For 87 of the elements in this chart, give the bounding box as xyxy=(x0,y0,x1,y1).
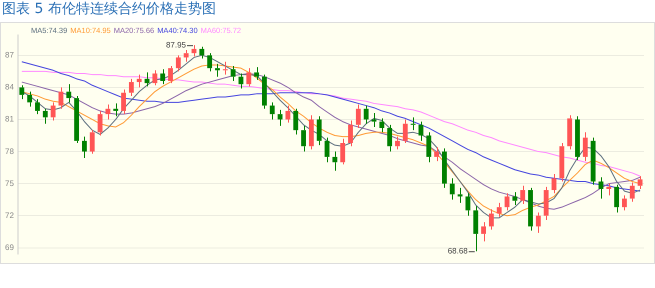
candlestick xyxy=(488,208,494,230)
candlestick xyxy=(128,78,134,96)
candlestick xyxy=(590,137,596,186)
candlestick xyxy=(528,187,533,232)
candlestick xyxy=(575,116,580,161)
y-tick-label: 78 xyxy=(4,146,14,156)
candlestick xyxy=(215,63,220,78)
candlestick xyxy=(552,174,556,194)
chart-title: 图表 5 布伦特连续合约价格走势图 xyxy=(2,0,216,18)
candlestick xyxy=(559,142,564,182)
candlestick xyxy=(630,182,635,202)
y-tick-label: 75 xyxy=(4,178,14,188)
candlestick xyxy=(544,186,549,220)
candlestick xyxy=(308,114,314,150)
candlestick xyxy=(418,121,424,142)
candlestick xyxy=(520,185,526,204)
candlestick xyxy=(74,95,80,144)
candlestick xyxy=(450,178,455,200)
candlestick xyxy=(348,120,353,147)
candlestick xyxy=(473,206,478,252)
candlestick xyxy=(410,116,416,131)
candlestick xyxy=(536,212,541,234)
candlestick xyxy=(278,109,283,126)
candlestick xyxy=(426,132,432,163)
candlestick xyxy=(356,104,361,129)
candlestick xyxy=(66,84,72,103)
candlestick xyxy=(512,192,518,206)
y-tick-label: 81 xyxy=(4,114,14,124)
candlestick xyxy=(176,54,181,72)
candlestick xyxy=(496,202,502,218)
candlestick xyxy=(50,102,56,122)
y-tick-label: 72 xyxy=(4,210,14,220)
candlestick xyxy=(301,125,306,152)
candlestick xyxy=(35,98,40,115)
candlestick xyxy=(184,49,189,62)
candlestick xyxy=(567,114,572,150)
candlestick xyxy=(168,66,173,84)
candlestick xyxy=(207,52,212,72)
candlestick xyxy=(504,192,510,211)
candlestick xyxy=(332,151,338,172)
candlestick xyxy=(105,104,110,120)
candlestick xyxy=(395,136,400,150)
candlestick xyxy=(90,130,95,154)
candlestick xyxy=(614,184,620,213)
candlestick xyxy=(199,46,204,60)
candlestick xyxy=(598,176,604,200)
candlestick xyxy=(387,124,392,152)
candlestick xyxy=(442,148,447,188)
candlestick xyxy=(340,138,346,165)
y-tick-label: 87 xyxy=(4,50,14,60)
candlestick xyxy=(582,132,588,162)
candlestick xyxy=(222,61,228,76)
candlestick xyxy=(254,66,260,80)
candlestick xyxy=(379,118,384,133)
candlestick xyxy=(481,222,486,242)
candlestick xyxy=(42,108,48,124)
candlestick xyxy=(293,108,298,135)
candlestick xyxy=(622,194,627,211)
y-tick-label: 84 xyxy=(4,82,14,92)
candlestick xyxy=(19,84,24,100)
candlestick xyxy=(121,89,126,115)
candlestick xyxy=(98,110,102,136)
candlestick xyxy=(270,102,275,120)
candlestick xyxy=(238,72,244,89)
candlestick xyxy=(192,44,196,57)
candlestick xyxy=(316,116,322,146)
candlestick xyxy=(58,86,64,110)
candlestick xyxy=(152,70,158,86)
candlestick xyxy=(434,146,440,162)
candlestick xyxy=(285,105,290,124)
candlestick xyxy=(27,91,32,108)
candlestick xyxy=(364,105,369,124)
candlestick xyxy=(402,118,408,144)
candlestick xyxy=(465,192,470,216)
candlestick xyxy=(144,72,150,87)
annotation: 68.68 xyxy=(448,246,468,256)
candlestick xyxy=(82,136,87,158)
annotation: 87.95 xyxy=(166,40,187,50)
candlestick xyxy=(160,68,166,85)
candlestick xyxy=(458,187,463,204)
candlestick xyxy=(638,176,643,190)
y-tick-label: 69 xyxy=(4,242,14,252)
candlestick xyxy=(262,74,267,110)
candlestick xyxy=(230,66,236,82)
candlestick xyxy=(372,112,376,128)
candlestick xyxy=(324,137,330,163)
candlestick xyxy=(246,68,252,87)
